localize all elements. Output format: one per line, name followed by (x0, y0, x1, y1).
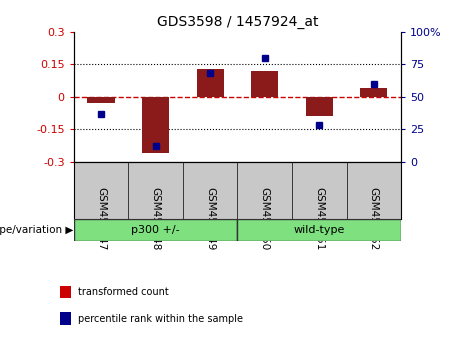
Text: GSM458547: GSM458547 (96, 187, 106, 251)
Text: GSM458552: GSM458552 (369, 187, 379, 251)
Bar (306, 97, 333, 116)
Bar (360, 88, 387, 97)
FancyBboxPatch shape (237, 219, 401, 241)
Text: transformed count: transformed count (78, 287, 169, 297)
Text: GSM458551: GSM458551 (314, 187, 324, 251)
Bar (142, 97, 169, 153)
Text: percentile rank within the sample: percentile rank within the sample (78, 314, 243, 324)
Bar (88, 97, 115, 103)
Text: p300 +/-: p300 +/- (131, 225, 180, 235)
Bar (196, 69, 224, 97)
FancyBboxPatch shape (74, 219, 237, 241)
Text: GSM458549: GSM458549 (205, 187, 215, 251)
Title: GDS3598 / 1457924_at: GDS3598 / 1457924_at (157, 16, 318, 29)
Text: wild-type: wild-type (294, 225, 345, 235)
Text: GSM458550: GSM458550 (260, 187, 270, 251)
Text: GSM458548: GSM458548 (151, 187, 160, 251)
Bar (251, 71, 278, 97)
Text: genotype/variation ▶: genotype/variation ▶ (0, 225, 74, 235)
